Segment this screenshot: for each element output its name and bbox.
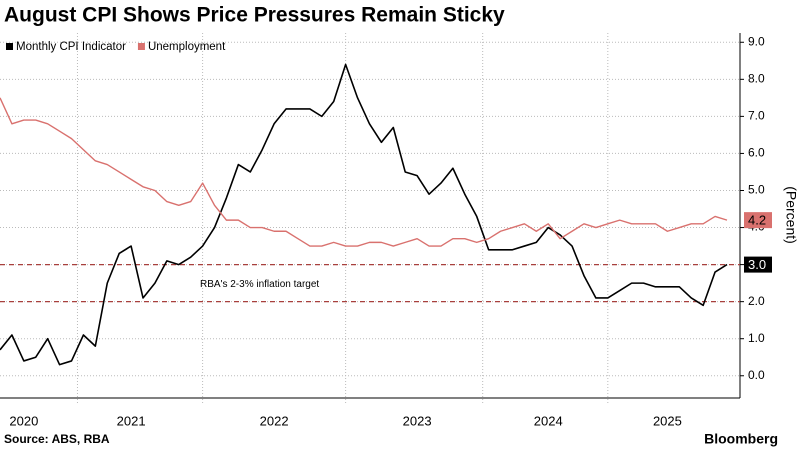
value-badge — [744, 256, 772, 273]
brand: Bloomberg — [704, 431, 778, 447]
value-label: 4.2 — [748, 213, 766, 228]
x-tick-label: 2025 — [653, 413, 682, 428]
x-tick-label: 2021 — [117, 413, 146, 428]
chart-title: August CPI Shows Price Pressures Remain … — [4, 4, 505, 27]
value-badge — [744, 212, 772, 229]
legend-swatch — [6, 43, 13, 50]
y-tick-label: 9.0 — [748, 34, 765, 48]
x-tick-label: 2024 — [534, 413, 563, 428]
x-tick-label: 2022 — [260, 413, 289, 428]
y-tick-label: 2.0 — [748, 294, 765, 308]
y-tick-label: 1.0 — [748, 331, 765, 345]
x-tick-label: 2023 — [403, 413, 432, 428]
value-label: 3.0 — [748, 257, 766, 272]
legend-swatch — [137, 43, 145, 50]
y-tick-label: 6.0 — [748, 146, 765, 160]
y-tick-label: 7.0 — [748, 109, 765, 123]
series-line — [0, 63, 728, 366]
legend-label: Unemployment — [148, 41, 226, 53]
legend-label: Monthly CPI Indicator — [16, 41, 126, 53]
series-line — [0, 97, 728, 247]
x-tick-label: 2020 — [9, 413, 38, 428]
y-tick-label: 8.0 — [748, 71, 765, 85]
source: Source: ABS, RBA — [4, 432, 110, 446]
y-tick-label: 0.0 — [748, 368, 765, 382]
y-axis-label: (Percent) — [783, 186, 799, 244]
annotation: RBA's 2-3% inflation target — [200, 279, 319, 290]
y-tick-label: 5.0 — [748, 183, 765, 197]
